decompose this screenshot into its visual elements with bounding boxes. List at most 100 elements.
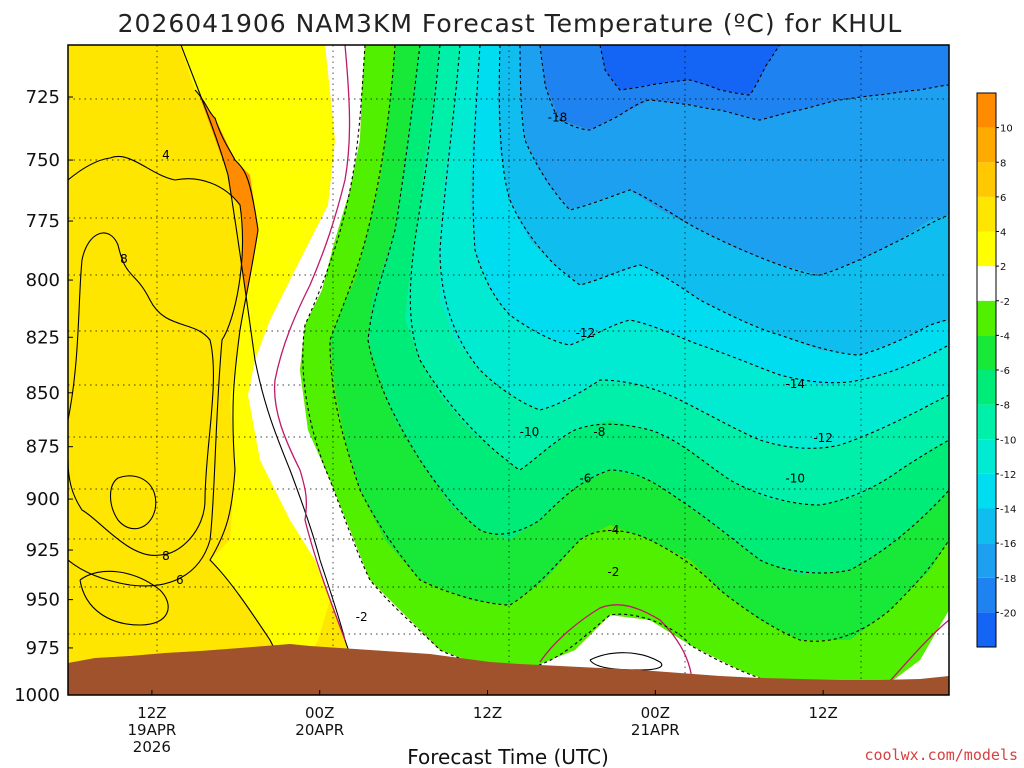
y-tick-labels: 725 750 775 800 825 850 875 900 925 950 975 1000 (14, 87, 73, 706)
colorbar-swatch (977, 162, 996, 197)
y-tick-label: 900 (26, 489, 60, 510)
contour-dashed (439, 45, 949, 449)
contour-dashed (409, 45, 949, 506)
contour-dashed (498, 45, 949, 356)
colorbar: -20 -18 -16 -14 -12 -10 -8 -6 -4 -2 2 4 6 8 10 (976, 92, 1016, 648)
band-neg12-neg10 (438, 45, 949, 450)
contour-solid (109, 475, 157, 530)
colorbar-tick-label: -12 (1000, 470, 1016, 481)
y-tick-label: 925 (26, 540, 60, 561)
colorbar-tick-label: 10 (1000, 124, 1013, 135)
x-tick-label: 00Z (305, 704, 334, 722)
contour-solid (68, 232, 214, 556)
ground-terrain (68, 644, 949, 695)
colorbar-tick-label: 2 (1000, 262, 1006, 273)
contour-solid (194, 89, 291, 674)
colorbar-swatch (977, 300, 996, 336)
colorbar-tick-label: -16 (1000, 539, 1016, 550)
colorbar-swatch (977, 370, 996, 405)
band-le-neg20 (600, 45, 780, 95)
colorbar-tick-label: 4 (1000, 228, 1006, 239)
colorbar-swatch (977, 612, 996, 647)
colorbar-swatch (977, 439, 996, 474)
colorbar-swatch (977, 577, 996, 613)
x-tick-label: 12Z (137, 704, 166, 722)
y-tick-label: 850 (26, 383, 60, 404)
x-tick-label: 20APR (295, 721, 344, 739)
contour-label: 6 (176, 573, 184, 587)
band-neg4-neg2 (300, 45, 949, 690)
y-tick-label: 775 (26, 211, 60, 232)
contour-label: -2 (607, 565, 619, 579)
colorbar-tick-label: 8 (1000, 158, 1006, 169)
colorbar-swatch (977, 508, 996, 544)
x-tick-label: 00Z (641, 704, 670, 722)
colorbar-swatch (977, 93, 996, 128)
colorbar-swatch (977, 266, 996, 301)
band-2-4 (180, 45, 335, 673)
y-tick-label: 875 (26, 437, 60, 458)
chart-title: 2026041906 NAM3KM Forecast Temperature (… (118, 9, 903, 38)
contour-label: -6 (579, 471, 591, 485)
y-tick-label: 725 (26, 87, 60, 108)
colorbar-swatch (977, 404, 996, 440)
colorbar-tick-label: -18 (1000, 574, 1016, 585)
band-neg8-neg6 (368, 45, 949, 575)
y-tick-label: 800 (26, 270, 60, 291)
contour-label: -18 (548, 110, 568, 124)
contour-dashed (302, 45, 881, 691)
y-axis: 725 750 775 800 825 850 875 900 925 950 975 1000 (14, 87, 73, 706)
contour-solid (180, 45, 361, 695)
x-axis-label: Forecast Time (UTC) (407, 745, 609, 768)
band-neg16-neg14 (498, 45, 949, 355)
colorbar-tick-label: -4 (1000, 331, 1010, 342)
colorbar-swatch (977, 127, 996, 163)
contour-label: -12 (576, 326, 596, 340)
band-neg10-neg8 (405, 45, 949, 505)
x-tick-label: 2026 (133, 738, 171, 756)
colorbar-tick-label: -2 (1000, 297, 1010, 308)
band-neg14-neg12 (470, 45, 949, 385)
contour-label: -14 (785, 377, 805, 391)
plot-area (68, 45, 949, 695)
contour-zero (273, 45, 351, 641)
contour-solid (79, 570, 169, 626)
band-neg6-neg4 (330, 45, 949, 640)
grid (68, 45, 949, 695)
contour-dashed (519, 45, 949, 276)
contour-zero (539, 604, 693, 681)
x-tick-label: 12Z (808, 704, 837, 722)
colorbar-swatch (977, 335, 996, 370)
y-tick-label: 750 (26, 150, 60, 171)
x-tick-label: 12Z (473, 704, 502, 722)
contour-solid (589, 652, 663, 671)
contour-lines (68, 45, 949, 695)
contour-dashed (367, 45, 949, 574)
contour-label: -10 (785, 471, 805, 485)
colorbar-swatch (977, 473, 996, 509)
y-tick-label: 825 (26, 327, 60, 348)
colorbar-swatch (977, 543, 996, 578)
y-tick-label: 1000 (14, 685, 60, 706)
x-tick-label: 21APR (631, 721, 680, 739)
contour-label: 8 (120, 252, 128, 266)
contour-label: 4 (162, 148, 170, 162)
plot-frame (67, 44, 950, 696)
contour-label: -8 (593, 425, 605, 439)
contour-dashed (599, 45, 781, 96)
y-tick-label: 950 (26, 590, 60, 611)
colorbar-tick-label: -8 (1000, 401, 1010, 412)
colorbar-tick-label: 6 (1000, 193, 1006, 204)
credit-text: coolwx.com/models (864, 746, 1018, 764)
contour-label: -10 (520, 425, 540, 439)
contour-label: -2 (356, 610, 368, 624)
band-neg20-neg18 (540, 45, 949, 130)
colorbar-swatch (977, 231, 996, 267)
colorbar-swatch (977, 196, 996, 232)
contour-dashed (329, 45, 949, 642)
y-tick-label: 975 (26, 638, 60, 659)
